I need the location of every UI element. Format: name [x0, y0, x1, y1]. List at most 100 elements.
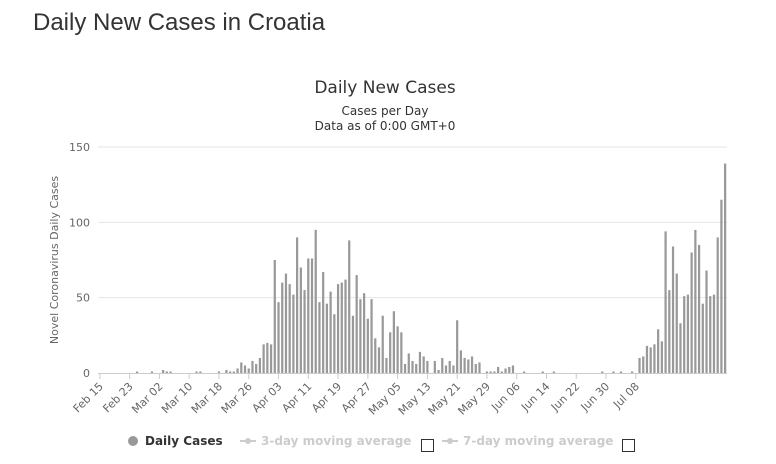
bar[interactable] — [288, 284, 291, 373]
bar[interactable] — [266, 342, 269, 373]
bar[interactable] — [415, 363, 418, 373]
bar[interactable] — [299, 267, 302, 373]
bar[interactable] — [496, 366, 500, 373]
bar[interactable] — [671, 246, 675, 373]
bar[interactable] — [344, 279, 347, 373]
bar[interactable] — [366, 318, 369, 373]
bar[interactable] — [340, 282, 343, 373]
bar[interactable] — [523, 371, 526, 373]
bar[interactable] — [322, 272, 325, 373]
bar[interactable] — [370, 299, 373, 373]
bar[interactable] — [292, 294, 295, 373]
bar[interactable] — [444, 365, 448, 373]
legend-3-day-average[interactable]: 3-day moving average — [240, 434, 411, 448]
bar[interactable] — [675, 273, 678, 373]
bar[interactable] — [657, 329, 660, 373]
bar[interactable] — [307, 258, 310, 373]
bar[interactable] — [679, 323, 682, 373]
bar[interactable] — [437, 369, 440, 373]
bar[interactable] — [694, 229, 697, 373]
bar[interactable] — [452, 365, 455, 373]
bar[interactable] — [258, 357, 262, 373]
bar[interactable] — [411, 360, 414, 373]
bar[interactable] — [441, 357, 444, 373]
bar[interactable] — [426, 360, 429, 373]
bar[interactable] — [396, 326, 399, 373]
bar[interactable] — [612, 371, 615, 373]
bar[interactable] — [601, 371, 604, 373]
bar[interactable] — [683, 296, 686, 373]
bar[interactable] — [336, 284, 340, 373]
bar[interactable] — [269, 344, 273, 373]
bar[interactable] — [351, 315, 355, 373]
bar[interactable] — [500, 371, 503, 373]
bar[interactable] — [255, 363, 258, 373]
bar[interactable] — [348, 240, 351, 373]
bar[interactable] — [169, 371, 172, 373]
bar[interactable] — [705, 270, 708, 373]
checkbox-7-day-average[interactable] — [622, 439, 635, 452]
bar[interactable] — [318, 302, 321, 373]
bar[interactable] — [478, 362, 481, 373]
bar[interactable] — [630, 371, 634, 373]
bar[interactable] — [690, 252, 693, 373]
bar[interactable] — [664, 231, 667, 373]
bar[interactable] — [310, 258, 314, 373]
bar[interactable] — [150, 371, 154, 373]
bar[interactable] — [303, 290, 306, 373]
bar[interactable] — [135, 371, 139, 373]
bar[interactable] — [407, 353, 410, 373]
bar[interactable] — [638, 357, 641, 373]
bar[interactable] — [660, 341, 663, 373]
bar[interactable] — [511, 365, 515, 373]
bar[interactable] — [508, 366, 511, 373]
bar[interactable] — [385, 357, 388, 373]
bar[interactable] — [541, 371, 544, 373]
bar[interactable] — [716, 237, 719, 373]
bar[interactable] — [418, 351, 422, 373]
bar[interactable] — [243, 365, 247, 373]
bar[interactable] — [456, 320, 459, 373]
bar[interactable] — [232, 371, 235, 373]
bar[interactable] — [199, 371, 202, 373]
bar[interactable] — [448, 360, 451, 373]
bar[interactable] — [712, 294, 716, 373]
bar[interactable] — [240, 362, 243, 373]
bar[interactable] — [363, 293, 366, 373]
legend-daily-cases[interactable]: Daily Cases — [128, 434, 223, 448]
bar[interactable] — [720, 199, 723, 373]
bar[interactable] — [686, 294, 690, 373]
bar[interactable] — [377, 347, 381, 373]
bar[interactable] — [333, 314, 336, 373]
bar[interactable] — [470, 356, 474, 373]
bar[interactable] — [359, 299, 362, 373]
bar[interactable] — [642, 356, 645, 373]
bar[interactable] — [467, 359, 470, 373]
bar[interactable] — [281, 282, 284, 373]
bar[interactable] — [389, 332, 392, 373]
bar[interactable] — [195, 371, 198, 373]
bar[interactable] — [489, 371, 492, 373]
bar[interactable] — [296, 237, 299, 373]
bar[interactable] — [619, 371, 623, 373]
bar[interactable] — [709, 296, 712, 373]
bar[interactable] — [403, 363, 407, 373]
bar[interactable] — [724, 163, 727, 373]
bar[interactable] — [645, 345, 649, 373]
bar[interactable] — [247, 368, 250, 373]
legend-7-day-average[interactable]: 7-day moving average — [442, 434, 613, 448]
bar[interactable] — [552, 371, 556, 373]
bar[interactable] — [474, 363, 477, 373]
bar[interactable] — [381, 315, 384, 373]
bar[interactable] — [162, 369, 165, 373]
bar[interactable] — [459, 350, 462, 373]
checkbox-3-day-average[interactable] — [421, 439, 434, 452]
bar[interactable] — [225, 369, 228, 373]
bar[interactable] — [485, 371, 489, 373]
bar[interactable] — [697, 244, 701, 373]
bar[interactable] — [374, 338, 377, 373]
bar[interactable] — [277, 302, 280, 373]
bar[interactable] — [236, 368, 239, 373]
bar[interactable] — [165, 371, 168, 373]
bar[interactable] — [217, 371, 221, 373]
